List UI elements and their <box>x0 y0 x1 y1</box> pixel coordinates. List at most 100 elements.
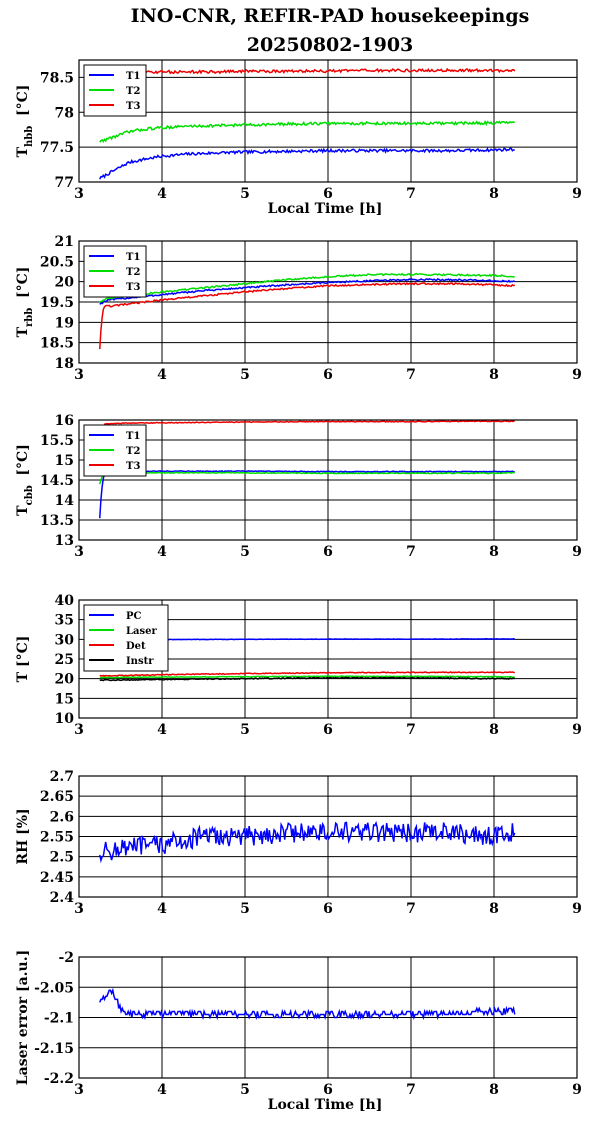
plot-frame <box>78 775 578 898</box>
y-tick-label: 18.5 <box>40 336 74 352</box>
y-tick-label: 20.5 <box>40 254 74 270</box>
series-line-t3 <box>103 67 516 76</box>
series-line-det <box>99 671 516 677</box>
x-tick-label: 7 <box>406 901 416 917</box>
y-tick-label: 77.5 <box>40 140 74 156</box>
legend-label-laser: Laser <box>126 626 158 637</box>
legend: T1 T2 T3 <box>83 245 147 298</box>
series-line-t2 <box>99 471 515 485</box>
chart-panel-2: 3 4 5 6 7 8 9 18 18.5 19 19.5 20 20.5 21 Trbb [°C] T1 T2… <box>15 234 582 383</box>
legend: PC Laser Det Instr <box>83 604 169 672</box>
x-tick-label: 5 <box>240 367 250 383</box>
y-tick-label: 35 <box>55 613 74 629</box>
legend-label-t3: T3 <box>126 461 140 472</box>
legend-label-t3: T3 <box>126 282 140 293</box>
x-tick-label: 3 <box>74 901 84 917</box>
series-line-pc <box>99 638 515 641</box>
x-tick-label: 5 <box>240 1082 250 1098</box>
x-tick-label: 9 <box>572 1082 582 1098</box>
y-axis-label: Tcbb [°C] <box>15 444 35 516</box>
x-tick-label: 3 <box>74 367 84 383</box>
y-tick-label: 78 <box>55 105 74 121</box>
x-tick-label: 3 <box>74 544 84 560</box>
series-line-laser <box>99 675 515 679</box>
y-tick-label: 2.5 <box>50 850 74 866</box>
y-axis-label: Laser error [a.u.] <box>15 950 31 1085</box>
y-tick-label: 18 <box>55 356 74 372</box>
series-line-t1 <box>99 469 515 519</box>
y-tick-label: 40 <box>55 593 75 609</box>
x-tick-label: 5 <box>240 544 250 560</box>
y-axis-label: T [°C] <box>15 636 31 683</box>
x-tick-label: 4 <box>157 367 167 383</box>
x-axis-label: Local Time [h] <box>268 201 383 217</box>
x-tick-label: 9 <box>572 722 582 738</box>
x-tick-label: 4 <box>157 544 167 560</box>
y-tick-label: 77 <box>55 175 74 191</box>
legend-label-pc: PC <box>126 611 142 622</box>
x-tick-label: 6 <box>323 186 333 202</box>
x-tick-label: 9 <box>572 901 582 917</box>
y-tick-label: -2.05 <box>34 980 74 996</box>
x-tick-label: 5 <box>240 722 250 738</box>
y-tick-label: 15 <box>55 453 74 469</box>
x-tick-label: 9 <box>572 544 582 560</box>
x-tick-label: 6 <box>323 722 333 738</box>
y-tick-label: 30 <box>55 632 75 648</box>
y-tick-label: 16 <box>55 413 74 429</box>
chart-panel-5: 3 4 5 6 7 8 9 2.4 2.45 2.5 2.55 2.6 2.65 2.7 RH [%] <box>15 769 582 917</box>
y-tick-label: 2.65 <box>40 789 74 805</box>
legend-label-t2: T2 <box>126 267 140 278</box>
legend-label-t1: T1 <box>126 71 140 82</box>
x-tick-label: 8 <box>489 1082 499 1098</box>
y-tick-label: 10 <box>55 711 75 727</box>
x-tick-label: 8 <box>489 544 499 560</box>
y-tick-label: 15.5 <box>40 433 74 449</box>
legend-label-det: Det <box>126 641 146 652</box>
series-line-instr <box>99 676 515 682</box>
y-tick-label: -2.2 <box>44 1071 74 1087</box>
plot-frame <box>78 956 578 1079</box>
y-tick-label: 13 <box>55 533 74 549</box>
y-tick-label: 20 <box>55 672 75 688</box>
legend-label-instr: Instr <box>126 656 154 667</box>
y-tick-label: 13.5 <box>40 513 74 529</box>
x-tick-label: 6 <box>323 901 333 917</box>
x-tick-label: 8 <box>489 901 499 917</box>
chart-panel-6: 3 4 5 6 7 8 9 -2.2 -2.15 -2.1 -2.05 -2 Local Time [h… <box>15 950 582 1113</box>
figure-title-line-2: 20250802-1903 <box>247 34 414 56</box>
x-tick-label: 9 <box>572 186 582 202</box>
plot-frame <box>78 419 578 541</box>
chart-panel-4: 3 4 5 6 7 8 9 10 15 20 25 30 35 40 T [°C] PC Laser Det Ins… <box>15 593 582 738</box>
series-line-data <box>99 987 516 1021</box>
y-tick-label: 14 <box>55 493 75 509</box>
y-tick-label: 19.5 <box>40 295 74 311</box>
legend-label-t3: T3 <box>126 101 140 112</box>
x-tick-label: 6 <box>323 367 333 383</box>
legend-label-t1: T1 <box>126 252 140 263</box>
y-tick-label: -2.15 <box>34 1041 74 1057</box>
x-axis-label: Local Time [h] <box>268 1097 383 1113</box>
x-tick-label: 4 <box>157 901 167 917</box>
x-tick-label: 7 <box>406 367 416 383</box>
x-tick-label: 5 <box>240 901 250 917</box>
series-line-t2 <box>99 119 516 143</box>
x-tick-label: 3 <box>74 722 84 738</box>
y-tick-label: 2.45 <box>40 870 74 886</box>
x-tick-label: 7 <box>406 722 416 738</box>
y-tick-label: 14.5 <box>40 473 74 489</box>
y-tick-label: -2 <box>58 950 74 966</box>
y-tick-label: -2.1 <box>44 1011 74 1027</box>
legend-label-t1: T1 <box>126 431 140 442</box>
legend-label-t2: T2 <box>126 446 140 457</box>
series-line-t3 <box>103 420 515 426</box>
series-line-t2 <box>99 272 515 303</box>
x-tick-label: 6 <box>323 544 333 560</box>
y-tick-label: 25 <box>55 652 74 668</box>
y-tick-label: 20 <box>55 275 75 291</box>
x-tick-label: 7 <box>406 1082 416 1098</box>
y-tick-label: 2.55 <box>40 830 74 846</box>
